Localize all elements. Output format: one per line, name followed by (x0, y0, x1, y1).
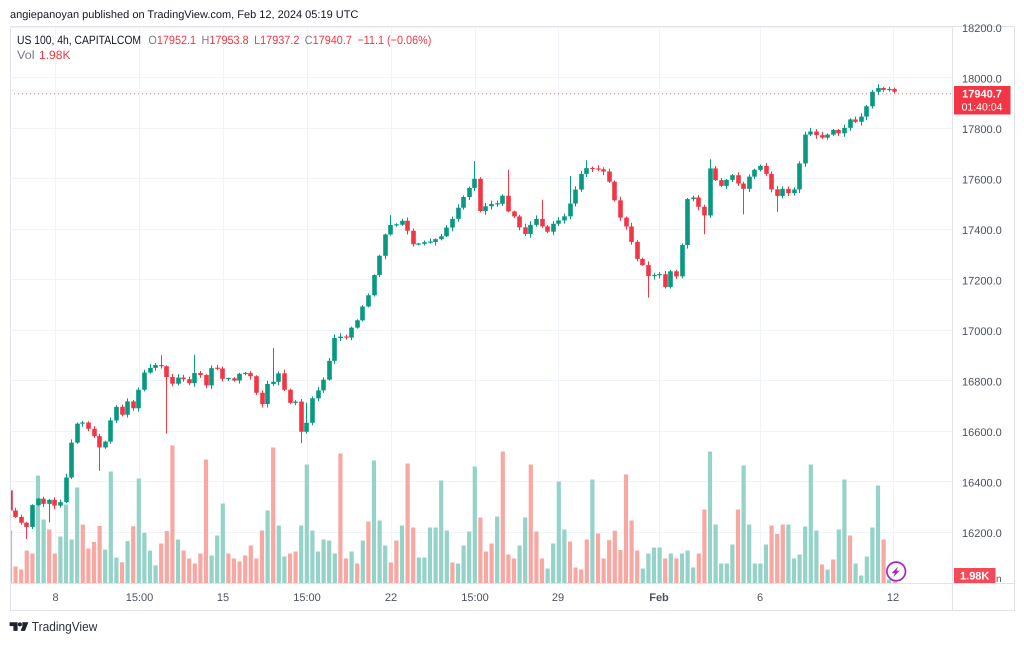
svg-text:US 100, 4h, CAPITALCOM: US 100, 4h, CAPITALCOM (17, 33, 141, 47)
svg-text:TradingView: TradingView (32, 619, 98, 634)
svg-text:15:00: 15:00 (461, 592, 489, 604)
svg-text:Feb: Feb (649, 592, 669, 604)
svg-text:16200.0: 16200.0 (962, 528, 1002, 540)
svg-text:1.98K: 1.98K (39, 48, 71, 62)
svg-text:22: 22 (385, 592, 397, 604)
svg-text:16800.0: 16800.0 (962, 377, 1002, 389)
svg-text:12: 12 (887, 592, 899, 604)
svg-text:1.98K: 1.98K (960, 571, 989, 583)
svg-text:O17952.1 H17953.8 L17937.2 C17: O17952.1 H17953.8 L17937.2 C17940.7 −11.… (148, 33, 431, 47)
svg-text:17800.0: 17800.0 (962, 124, 1002, 136)
svg-text:Vol: Vol (17, 48, 35, 62)
svg-text:18000.0: 18000.0 (962, 74, 1002, 86)
svg-text:17000.0: 17000.0 (962, 326, 1002, 338)
svg-text:6: 6 (757, 592, 763, 604)
svg-text:29: 29 (552, 592, 564, 604)
svg-text:17940.7: 17940.7 (962, 89, 1002, 101)
svg-text:17600.0: 17600.0 (962, 175, 1002, 187)
svg-text:n: n (996, 574, 1002, 585)
svg-text:01:40:04: 01:40:04 (962, 102, 1003, 114)
svg-text:17200.0: 17200.0 (962, 276, 1002, 288)
svg-text:16400.0: 16400.0 (962, 478, 1002, 490)
svg-text:15:00: 15:00 (293, 592, 321, 604)
svg-text:17400.0: 17400.0 (962, 225, 1002, 237)
svg-text:angiepanoyan published on Trad: angiepanoyan published on TradingView.co… (10, 9, 358, 21)
svg-text:15: 15 (217, 592, 229, 604)
svg-text:16600.0: 16600.0 (962, 427, 1002, 439)
svg-text:15:00: 15:00 (126, 592, 154, 604)
svg-text:18200.0: 18200.0 (962, 23, 1002, 35)
svg-text:8: 8 (52, 592, 58, 604)
